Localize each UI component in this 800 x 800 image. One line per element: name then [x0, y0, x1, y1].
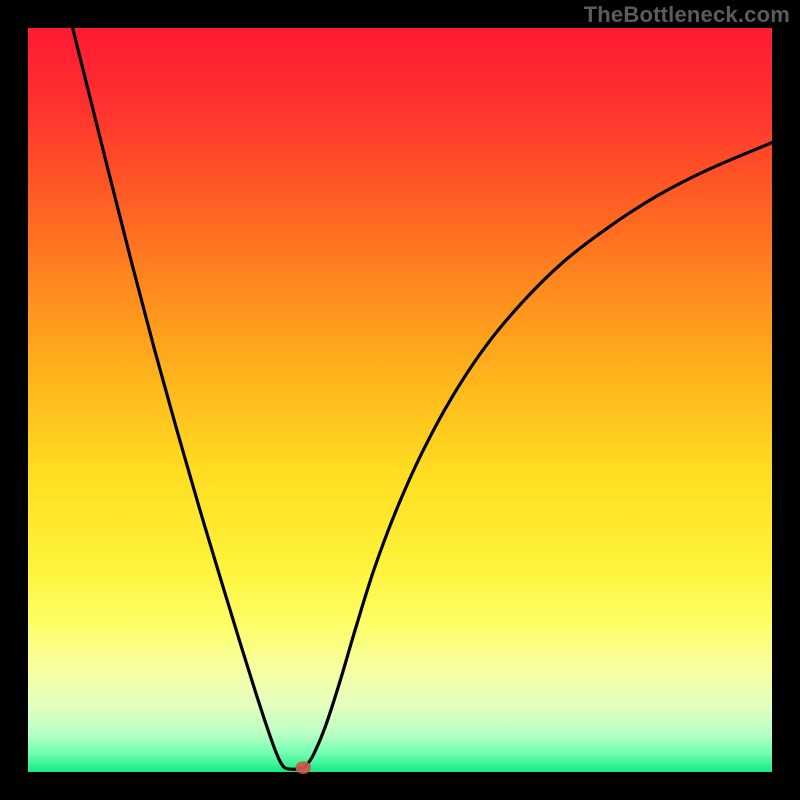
chart-background-gradient — [28, 28, 772, 772]
chart-frame: TheBottleneck.com — [0, 0, 800, 800]
watermark-text: TheBottleneck.com — [584, 2, 790, 28]
optimal-point-marker — [295, 761, 311, 774]
bottleneck-chart — [0, 0, 800, 800]
